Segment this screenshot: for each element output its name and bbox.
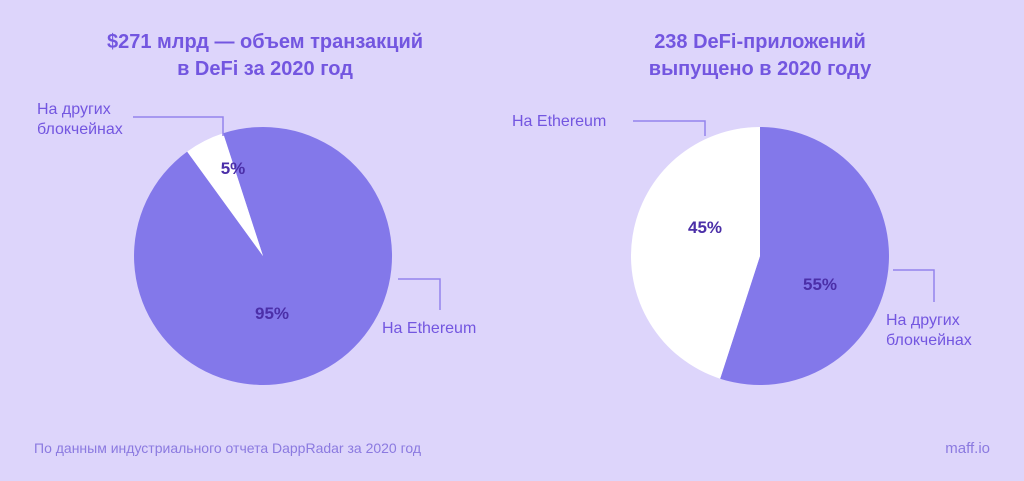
pie-slice-transactions-ethereum: [134, 126, 393, 385]
slice-label-transactions-other-chains: 5%: [221, 159, 246, 178]
chart-title-transactions: $271 млрд — объем транзакций в DeFi за 2…: [106, 31, 424, 80]
pie-chart-transactions: 95% 5% На других блокчейнах На Ethereum: [37, 101, 476, 385]
slice-label-transactions-ethereum: 95%: [255, 304, 289, 323]
pie-slice-transactions-other-chains: [187, 133, 263, 256]
chart-title-apps: 238 DeFi-приложений выпущено в 2020 году: [648, 31, 872, 80]
pie-slice-apps-other-chains: [720, 127, 889, 385]
annotation-apps-ethereum: На Ethereum: [512, 113, 606, 130]
pie-chart-apps: 55% 45% На Ethereum На других блокчейнах: [512, 113, 972, 385]
annotation-transactions-other-chains: На других блокчейнах: [37, 101, 123, 138]
pie-slice-apps-ethereum: [630, 126, 760, 379]
leader-line-apps-ethereum: [633, 120, 706, 136]
slice-label-apps-ethereum: 45%: [688, 218, 722, 237]
annotation-transactions-ethereum: На Ethereum: [382, 320, 476, 337]
leader-line-transactions-ethereum: [398, 278, 441, 310]
annotation-apps-other-chains: На других блокчейнах: [886, 312, 972, 349]
brand-link[interactable]: maff.io: [945, 440, 990, 457]
leader-line-apps-other-chains: [893, 269, 935, 302]
slice-label-apps-other-chains: 55%: [803, 275, 837, 294]
leader-line-transactions-other-chains: [133, 116, 224, 136]
source-note: По данным индустриального отчета DappRad…: [34, 440, 422, 456]
